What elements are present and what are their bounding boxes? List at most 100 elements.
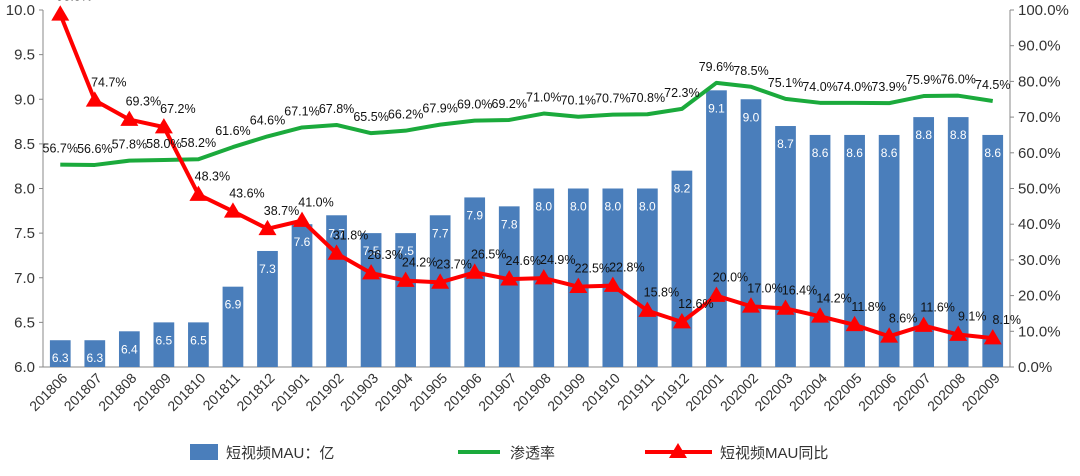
yoy-point-marker	[672, 313, 691, 329]
data-label-layer: 6.3 6.3 6.4 6.5 6.5 6.9 7.3 7.6 7.7 7.5 7.5 7.7 7.9 7…	[43, 0, 1021, 365]
bar	[464, 197, 486, 367]
y-left-tick-label: 7.0	[14, 270, 35, 287]
penetration-point-label: 67.9%	[422, 102, 457, 116]
yoy-point-label: 20.0%	[713, 271, 748, 285]
legend: 短视频MAU：亿 渗透率 短视频MAU同比	[190, 443, 828, 462]
y-left-tick-label: 6.0	[14, 359, 35, 376]
y-right-tick-label: 30.0%	[1018, 252, 1061, 269]
y-left-tick-label: 7.5	[14, 225, 35, 242]
yoy-point-label: 9.1%	[958, 310, 987, 324]
legend-label-bar: 短视频MAU：亿	[226, 445, 334, 462]
yoy-point-marker	[534, 269, 553, 285]
yoy-point-marker	[293, 211, 312, 227]
yoy-point-label: 8.1%	[992, 313, 1021, 327]
yoy-point-marker	[223, 202, 242, 218]
bar-value-label: 8.0	[570, 200, 587, 214]
yoy-point-marker	[51, 5, 70, 21]
y-right-tick-label: 10.0%	[1018, 323, 1061, 340]
bar-value-label: 7.7	[432, 226, 449, 240]
yoy-point-marker	[914, 316, 933, 332]
bar	[844, 134, 865, 367]
legend-label-penetration: 渗透率	[510, 445, 555, 462]
yoy-point-label: 22.5%	[575, 262, 610, 276]
yoy-point-label: 67.2%	[160, 102, 195, 116]
bar-value-label: 7.3	[259, 262, 276, 276]
bar-value-label: 8.0	[535, 200, 552, 214]
bar-value-label: 8.0	[604, 200, 621, 214]
x-tick-label: 202009	[959, 370, 1003, 414]
penetration-point-label: 75.9%	[906, 73, 941, 87]
yoy-point-label: 23.7%	[436, 257, 471, 271]
bar-value-label: 7.5	[363, 244, 380, 258]
bar-value-label: 8.6	[881, 146, 898, 160]
penetration-point-label: 72.3%	[664, 86, 699, 100]
bar	[222, 286, 244, 367]
penetration-point-label: 69.0%	[457, 98, 492, 112]
bar	[188, 322, 209, 367]
penetration-point-label: 74.0%	[802, 80, 837, 94]
bar	[395, 233, 416, 367]
bar-value-label: 9.0	[743, 110, 760, 124]
bar	[49, 340, 71, 367]
penetration-point-label: 67.8%	[319, 102, 354, 116]
bar	[671, 170, 693, 367]
yoy-point-marker	[154, 118, 173, 134]
bar-value-label: 8.7	[777, 137, 794, 151]
penetration-point-label: 57.8%	[112, 138, 147, 152]
yoy-point-label: 24.9%	[540, 253, 575, 267]
yoy-point-label: 16.4%	[782, 283, 817, 297]
y-right-tick-label: 60.0%	[1018, 145, 1061, 162]
yoy-point-marker	[189, 185, 208, 201]
y-right-tick-label: 0.0%	[1018, 359, 1052, 376]
yoy-point-marker	[949, 325, 968, 341]
penetration-point-label: 74.0%	[837, 80, 872, 94]
yoy-point-label: 74.7%	[91, 75, 126, 89]
yoy-point-marker	[569, 277, 588, 293]
yoy-point-marker	[880, 327, 899, 343]
bar	[118, 331, 140, 367]
y-left-tick-label: 9.5	[14, 47, 35, 64]
yoy-point-label: 43.6%	[229, 186, 264, 200]
penetration-point-label: 71.0%	[526, 91, 561, 105]
yoy-point-marker	[776, 299, 795, 315]
y-left-tick-label: 8.0	[14, 181, 35, 198]
y-right-tick-label: 70.0%	[1018, 109, 1061, 126]
yoy-point-label: 11.8%	[851, 300, 886, 314]
yoy-point-marker	[811, 307, 830, 323]
bar-value-label: 7.6	[294, 235, 311, 249]
yoy-point-marker	[362, 264, 381, 280]
bar-value-label: 6.4	[121, 342, 138, 356]
yoy-point-label: 41.0%	[298, 196, 333, 210]
yoy-point-label: 31.8%	[333, 228, 368, 242]
yoy-point-label: 14.2%	[816, 291, 851, 305]
y-right-tick-label: 40.0%	[1018, 216, 1061, 233]
bar-value-label: 6.9	[225, 298, 242, 312]
bar-value-label: 8.6	[812, 146, 829, 160]
y-right-tick-label: 90.0%	[1018, 38, 1061, 55]
bar	[982, 134, 1004, 367]
legend-marker-yoy	[669, 443, 687, 458]
penetration-line	[60, 80, 994, 167]
bar	[740, 99, 762, 367]
bar-value-label: 8.2	[674, 182, 691, 196]
penetration-point-label: 73.9%	[871, 80, 906, 94]
yoy-point-label: 24.2%	[402, 256, 437, 270]
y-left-tick-label: 10.0	[6, 2, 35, 19]
yoy-point-marker	[465, 263, 484, 279]
yoy-point-marker	[845, 315, 864, 332]
bar-value-label: 7.9	[466, 208, 483, 222]
legend-label-yoy: 短视频MAU同比	[720, 445, 828, 462]
yoy-point-label: 24.6%	[506, 254, 541, 268]
yoy-point-marker	[500, 270, 519, 286]
penetration-point-label: 65.5%	[353, 110, 388, 124]
penetration-point-label: 79.6%	[699, 60, 734, 74]
yoy-point-marker	[431, 273, 450, 289]
yoy-point-label: 8.6%	[889, 311, 918, 325]
yoy-point-label: 48.3%	[195, 170, 230, 184]
yoy-point-label: 11.6%	[920, 301, 955, 315]
yoy-point-marker	[396, 271, 415, 287]
bar	[257, 250, 278, 367]
penetration-point-label: 76.0%	[940, 73, 975, 87]
